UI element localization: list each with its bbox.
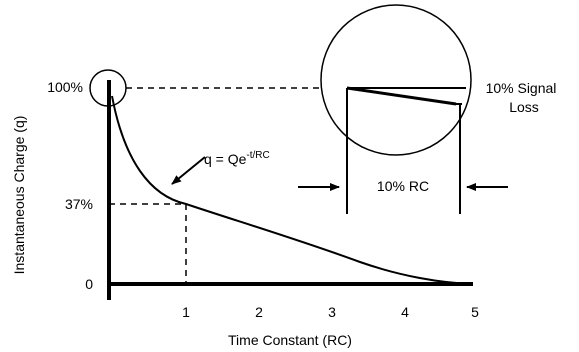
decay-curve [111, 95, 474, 285]
signal-loss-label-line2: Loss [509, 99, 539, 115]
x-tick-3: 3 [328, 304, 336, 320]
x-tick-5: 5 [471, 304, 479, 320]
formula-base: q = Qe [204, 151, 247, 167]
zoom-origin-circle [89, 69, 127, 107]
y-tick-100: 100% [47, 79, 83, 95]
x-tick-2: 2 [255, 304, 263, 320]
y-axis-label: Instantaneous Charge (q) [11, 116, 27, 275]
x-tick-4: 4 [401, 304, 409, 320]
y-tick-37: 37% [65, 196, 93, 212]
formula-label: q = Qe-t/RC [204, 150, 270, 167]
x-tick-1: 1 [182, 304, 190, 320]
formula-exponent: -t/RC [246, 150, 269, 161]
formula-arrow [171, 156, 206, 185]
x-axis-label: Time Constant (RC) [228, 332, 352, 348]
signal-loss-label-line1: 10% Signal [486, 80, 557, 96]
y-tick-0: 0 [85, 276, 93, 292]
zoom-inset-circle [320, 4, 472, 156]
rc-percent-label: 10% RC [377, 178, 429, 194]
inset-decay-line [346, 86, 457, 106]
